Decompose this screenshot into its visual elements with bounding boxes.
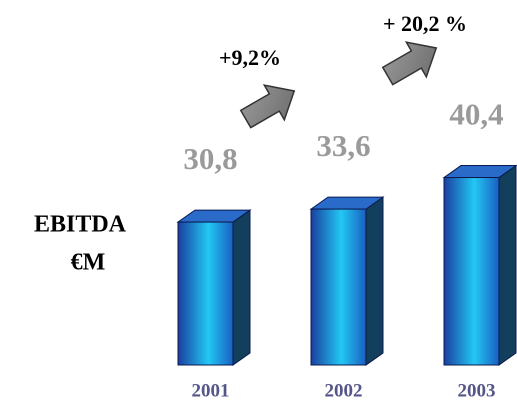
growth-arrow bbox=[239, 84, 296, 129]
data-label: 40,4 bbox=[449, 97, 503, 132]
bar bbox=[443, 177, 500, 366]
y-axis-label: €M bbox=[71, 250, 106, 276]
bar-side bbox=[232, 209, 251, 366]
bar bbox=[310, 208, 367, 366]
growth-arrow bbox=[381, 41, 438, 86]
x-tick-label: 2001 bbox=[192, 380, 230, 401]
annotation: + 20,2 % bbox=[383, 11, 467, 36]
bar-side bbox=[365, 196, 384, 366]
bar-side bbox=[498, 164, 517, 366]
y-axis-label: EBITDA bbox=[34, 212, 127, 238]
data-label: 33,6 bbox=[316, 128, 370, 163]
x-tick-label: 2003 bbox=[458, 380, 496, 401]
bar bbox=[177, 221, 234, 366]
x-tick-label: 2002 bbox=[325, 380, 363, 401]
data-label: 30,8 bbox=[183, 141, 237, 176]
annotation: +9,2% bbox=[219, 45, 281, 70]
